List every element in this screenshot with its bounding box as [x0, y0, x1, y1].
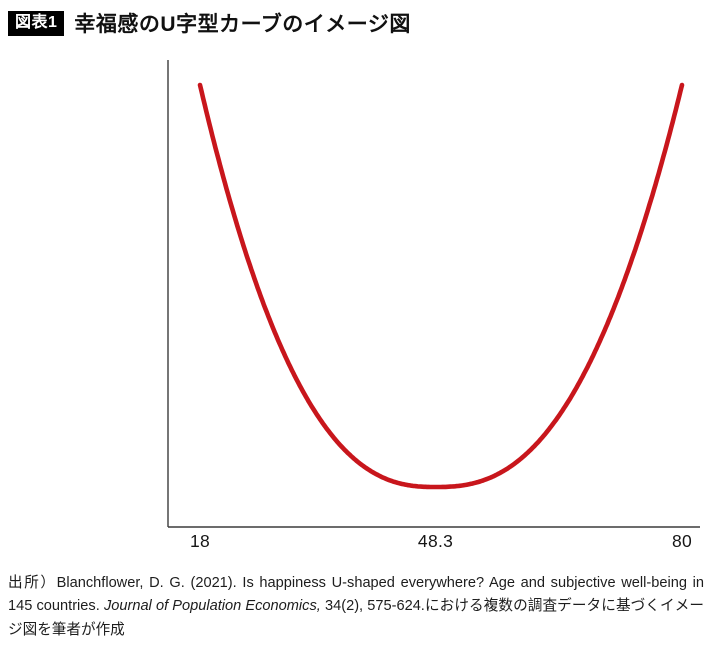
source-journal-name: Journal of Population Economics, — [103, 598, 321, 615]
happiness-curve — [197, 82, 685, 490]
x-tick-label: 48.3 — [417, 531, 454, 551]
x-tick-label: 18 — [189, 531, 211, 551]
chart-area — [160, 54, 708, 536]
u-curve-svg — [167, 60, 700, 528]
source-note: 出所）Blanchflower, D. G. (2021). Is happin… — [8, 572, 704, 642]
x-tick-label: 80 — [671, 531, 693, 551]
figure-badge: 図表1 — [8, 10, 65, 36]
x-tick-labels: 18 48.3 80 — [0, 531, 710, 557]
figure-header: 図表1 幸福感のU字型カーブのイメージ図 — [8, 8, 411, 38]
figure-title: 幸福感のU字型カーブのイメージ図 — [74, 13, 411, 36]
source-text-part2: 34(2), 575-624.における複数の調査データに基づくイメージ図を筆者が… — [8, 598, 704, 638]
source-text-part1: 出所）Blanchflower, D. G. (2021). Is happin… — [8, 575, 704, 615]
